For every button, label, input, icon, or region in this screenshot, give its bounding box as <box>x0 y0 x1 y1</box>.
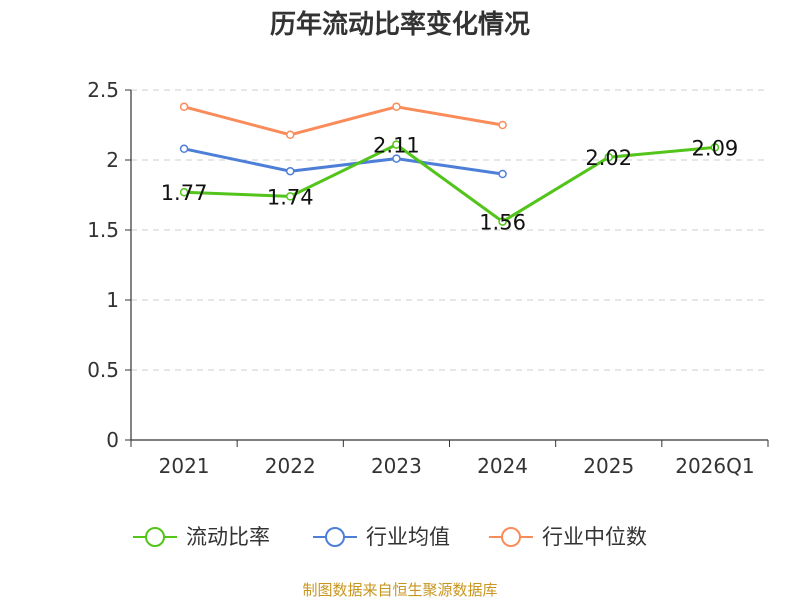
data-point <box>392 154 401 163</box>
y-tick-label: 0 <box>106 428 119 452</box>
data-point <box>286 192 295 201</box>
data-point <box>498 217 507 226</box>
series-line <box>184 143 716 224</box>
x-tick-label: 2021 <box>159 454 210 478</box>
data-label: 1.56 <box>479 211 526 235</box>
x-tick-label: 2025 <box>583 454 634 478</box>
series-1 <box>179 144 507 179</box>
data-point <box>179 187 189 197</box>
series-line <box>183 147 503 176</box>
data-label: 2.09 <box>692 136 739 160</box>
grid-lines <box>131 89 768 371</box>
data-point <box>179 144 189 154</box>
legend: 流动比率 行业均值 行业中位数 <box>133 525 647 549</box>
data-point <box>498 169 507 179</box>
series-0 <box>179 140 720 226</box>
series-layer <box>179 102 720 226</box>
series-line <box>183 105 503 137</box>
data-point <box>392 140 401 149</box>
axes: 0 0.5 1 1.5 2 2.5 2021 2022 2023 2024 2025 2026Q1 <box>87 78 769 478</box>
x-tick-label: 2024 <box>477 454 528 478</box>
data-point <box>710 143 720 152</box>
data-point <box>286 130 295 140</box>
x-tick-label: 2022 <box>265 454 316 478</box>
series-2 <box>179 102 507 140</box>
legend-item[interactable]: 行业均值 <box>313 525 450 549</box>
data-point <box>179 102 189 112</box>
legend-label: 行业均值 <box>366 525 450 549</box>
y-tick-label: 2.5 <box>87 78 119 102</box>
data-point <box>498 120 507 130</box>
data-point <box>286 166 295 176</box>
data-label: 1.74 <box>267 185 314 209</box>
y-tick-label: 0.5 <box>87 358 119 382</box>
source-note: 制图数据来自恒生聚源数据库 <box>302 581 497 599</box>
legend-label: 行业中位数 <box>542 525 647 549</box>
data-label: 2.02 <box>585 146 632 170</box>
chart-title: 历年流动比率变化情况 <box>270 9 530 40</box>
legend-marker-icon <box>501 527 521 547</box>
x-tick-label: 2023 <box>371 454 422 478</box>
data-label: 1.77 <box>161 181 208 205</box>
data-point <box>604 152 613 162</box>
y-tick-label: 1 <box>106 288 119 312</box>
legend-label: 流动比率 <box>186 525 270 549</box>
data-point <box>392 102 401 112</box>
y-tick-label: 1.5 <box>87 218 119 242</box>
legend-item[interactable]: 行业中位数 <box>489 525 647 549</box>
data-labels: 1.77 1.74 2.11 1.56 2.02 2.09 <box>161 134 739 235</box>
legend-marker-icon <box>145 527 165 547</box>
data-label: 2.11 <box>373 134 420 158</box>
legend-item[interactable]: 流动比率 <box>133 525 270 549</box>
legend-marker-icon <box>325 527 345 547</box>
y-tick-label: 2 <box>106 148 119 172</box>
x-tick-label: 2026Q1 <box>675 454 754 478</box>
